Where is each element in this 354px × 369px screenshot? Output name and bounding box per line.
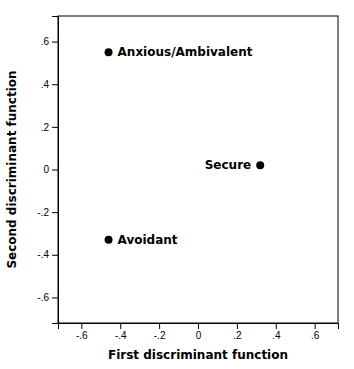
tick-mark (52, 42, 58, 43)
y-axis: -.6 -.4 -.2 0 .2 .4 .6 (37, 17, 58, 324)
y-axis-title: Second discriminant function (5, 70, 19, 268)
axis-line (52, 17, 59, 324)
x-axis-title: First discriminant function (108, 348, 288, 362)
tick: .4 (41, 79, 58, 90)
point-label: Secure (205, 158, 252, 172)
tick-mark (52, 170, 58, 171)
tick-mark (52, 127, 58, 128)
tick-label: .2 (41, 122, 50, 133)
tick-mark (237, 323, 238, 329)
tick-label: -.4 (115, 330, 127, 341)
point (105, 236, 113, 244)
tick: -.6 (37, 292, 58, 303)
tick-mark (81, 323, 82, 329)
tick-label: .2 (233, 330, 242, 341)
plot: -.6 -.4 -.2 0 .2 .4 .6 -.6 -.4 -.2 0 .2 .4 .6 Anxious/… (37, 16, 338, 341)
tick: -.4 (115, 323, 127, 341)
points (105, 48, 265, 244)
tick-label: .4 (272, 330, 281, 341)
tick-label: -.2 (37, 207, 49, 218)
tick: .6 (41, 36, 58, 47)
point-label: Anxious/Ambivalent (118, 45, 253, 59)
point (256, 161, 264, 169)
tick: 0 (196, 323, 202, 341)
chart: -.6 -.4 -.2 0 .2 .4 .6 -.6 -.4 -.2 0 .2 .4 .6 Anxious/… (0, 0, 354, 369)
point-label: Avoidant (118, 233, 178, 247)
tick-mark (52, 84, 58, 85)
tick-label: -.6 (37, 292, 49, 303)
tick-mark (276, 323, 277, 329)
x-axis: -.6 -.4 -.2 0 .2 .4 .6 (59, 323, 339, 341)
tick-mark (198, 323, 199, 329)
tick-mark (52, 255, 58, 256)
tick: .6 (311, 323, 320, 341)
tick-mark (120, 323, 121, 329)
tick-mark (159, 323, 160, 329)
tick: -.4 (37, 249, 58, 260)
tick-label: -.4 (37, 249, 49, 260)
tick: -.6 (76, 323, 88, 341)
tick: 0 (43, 164, 58, 175)
tick-label: .6 (311, 330, 320, 341)
tick-label: .4 (41, 79, 50, 90)
point-labels: Anxious/Ambivalent Secure Avoidant (118, 45, 253, 247)
tick-label: 0 (43, 164, 49, 175)
tick-mark (52, 297, 58, 298)
tick: .2 (233, 323, 242, 341)
tick: -.2 (37, 207, 58, 218)
tick-label: 0 (196, 330, 202, 341)
plot-frame (58, 16, 338, 323)
tick-label: -.6 (76, 330, 88, 341)
tick: .4 (272, 323, 281, 341)
tick-label: -.2 (154, 330, 166, 341)
tick-mark (52, 212, 58, 213)
axis-line (59, 324, 339, 330)
tick-label: .6 (41, 36, 50, 47)
tick-mark (315, 323, 316, 329)
tick: .2 (41, 122, 58, 133)
tick: -.2 (154, 323, 166, 341)
point (105, 48, 113, 56)
